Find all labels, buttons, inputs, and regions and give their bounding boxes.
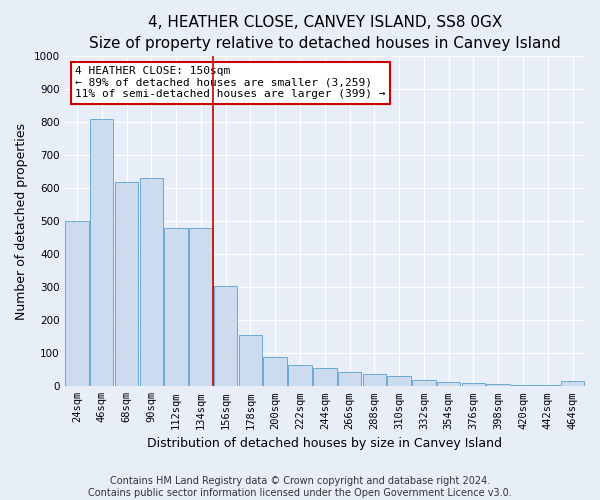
Bar: [388, 376, 411, 386]
Bar: [140, 178, 163, 386]
Bar: [239, 335, 262, 386]
Bar: [65, 222, 89, 386]
Bar: [90, 119, 113, 386]
Bar: [462, 383, 485, 386]
Bar: [511, 384, 535, 386]
Bar: [288, 365, 312, 386]
Bar: [263, 356, 287, 386]
Bar: [338, 372, 361, 386]
Bar: [536, 385, 560, 386]
X-axis label: Distribution of detached houses by size in Canvey Island: Distribution of detached houses by size …: [147, 437, 502, 450]
Text: 4 HEATHER CLOSE: 150sqm
← 89% of detached houses are smaller (3,259)
11% of semi: 4 HEATHER CLOSE: 150sqm ← 89% of detache…: [75, 66, 385, 100]
Text: Contains HM Land Registry data © Crown copyright and database right 2024.
Contai: Contains HM Land Registry data © Crown c…: [88, 476, 512, 498]
Bar: [561, 382, 584, 386]
Bar: [362, 374, 386, 386]
Y-axis label: Number of detached properties: Number of detached properties: [15, 123, 28, 320]
Bar: [189, 228, 212, 386]
Bar: [115, 182, 138, 386]
Bar: [313, 368, 337, 386]
Bar: [412, 380, 436, 386]
Bar: [164, 228, 188, 386]
Bar: [214, 286, 238, 386]
Bar: [437, 382, 460, 386]
Bar: [487, 384, 510, 386]
Title: 4, HEATHER CLOSE, CANVEY ISLAND, SS8 0GX
Size of property relative to detached h: 4, HEATHER CLOSE, CANVEY ISLAND, SS8 0GX…: [89, 15, 560, 51]
